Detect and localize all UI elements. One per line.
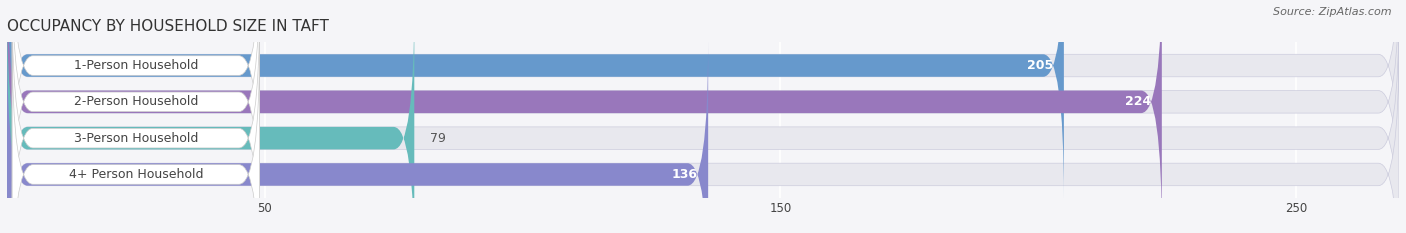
FancyBboxPatch shape	[13, 0, 260, 201]
Text: Source: ZipAtlas.com: Source: ZipAtlas.com	[1274, 7, 1392, 17]
FancyBboxPatch shape	[7, 0, 1399, 233]
Text: 2-Person Household: 2-Person Household	[73, 95, 198, 108]
FancyBboxPatch shape	[7, 4, 1399, 233]
FancyBboxPatch shape	[7, 4, 415, 233]
Text: 79: 79	[430, 132, 446, 145]
Text: 224: 224	[1125, 95, 1152, 108]
FancyBboxPatch shape	[13, 39, 260, 233]
FancyBboxPatch shape	[7, 0, 1399, 199]
FancyBboxPatch shape	[13, 3, 260, 233]
Text: 136: 136	[672, 168, 697, 181]
Text: 205: 205	[1028, 59, 1053, 72]
FancyBboxPatch shape	[7, 0, 1064, 199]
FancyBboxPatch shape	[7, 41, 1399, 233]
Text: OCCUPANCY BY HOUSEHOLD SIZE IN TAFT: OCCUPANCY BY HOUSEHOLD SIZE IN TAFT	[7, 19, 329, 34]
FancyBboxPatch shape	[13, 0, 260, 233]
Text: 4+ Person Household: 4+ Person Household	[69, 168, 202, 181]
Text: 3-Person Household: 3-Person Household	[73, 132, 198, 145]
Text: 1-Person Household: 1-Person Household	[73, 59, 198, 72]
FancyBboxPatch shape	[7, 41, 709, 233]
FancyBboxPatch shape	[7, 0, 1161, 233]
